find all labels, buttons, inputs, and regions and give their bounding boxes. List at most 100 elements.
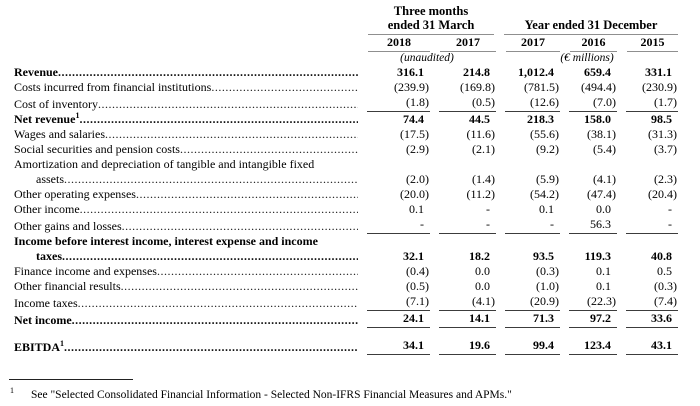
value-cell: (11.2)	[466, 187, 496, 201]
table-row-costs-financial-institutions: Costs incurred from financial institutio…	[0, 80, 678, 95]
value-cell: (7.0)	[593, 95, 617, 109]
row-label-line2: assets	[36, 172, 64, 186]
value-cell: (7.4)	[654, 294, 678, 308]
value-cell: 0.1	[539, 202, 555, 216]
value-cell: 18.2	[469, 249, 491, 263]
value-cell: (55.6)	[530, 127, 560, 141]
value-cell: (0.4)	[406, 264, 429, 278]
row-label: Cost of inventory	[14, 97, 98, 111]
note-header-row: (unaudited) (€ millions)	[0, 52, 678, 65]
row-label: EBITDA1	[14, 340, 65, 354]
value-cell: 218.3	[527, 112, 555, 126]
table-row-other-operating-expenses: Other operating expenses (20.0) (11.2) (…	[0, 187, 678, 202]
table-row-other-income: Other income 0.1 - 0.1 0.0 -	[0, 202, 678, 217]
value-cell: (494.4)	[581, 80, 617, 94]
table-row-net-income: Net income 24.1 14.1 71.3 97.2 33.6	[0, 311, 679, 328]
footnote-marker: 1	[10, 386, 14, 395]
value-cell: (1.7)	[654, 95, 678, 109]
value-cell: -	[668, 202, 673, 216]
value-cell: 19.6	[469, 338, 491, 352]
row-label: Income taxes	[14, 296, 78, 310]
value-cell: (2.1)	[472, 142, 496, 156]
table-row-revenue: Revenue 316.1 214.8 1,012.4 659.4 331.1	[0, 65, 678, 80]
value-cell: 99.4	[533, 338, 555, 352]
column-group-header-row: Three months ended 31 March Year ended 3…	[0, 4, 679, 35]
value-cell: (2.0)	[406, 172, 429, 186]
value-cell: (4.1)	[472, 294, 496, 308]
value-cell: 44.5	[469, 112, 491, 126]
value-cell: 331.1	[645, 65, 673, 79]
value-cell: 24.1	[403, 311, 424, 325]
year-header: 2017	[430, 35, 497, 52]
col-group-label: Year ended 31 December	[524, 18, 658, 32]
dot-leader	[157, 264, 358, 279]
document-page: Three months ended 31 March Year ended 3…	[0, 4, 700, 406]
table-row-cost-of-inventory: Cost of inventory (1.8) (0.5) (12.6) (7.…	[0, 95, 679, 112]
row-label: Finance income and expenses	[14, 264, 157, 278]
table-row-net-revenue: Net revenue1 74.4 44.5 218.3 158.0 98.5	[0, 112, 678, 127]
row-label: Net revenue1	[14, 112, 80, 126]
value-cell: (0.5)	[406, 279, 429, 293]
value-cell: 0.1	[409, 202, 424, 216]
table-row-income-before-taxes: Income before interest income, interest …	[0, 234, 678, 264]
value-cell: -	[668, 217, 673, 231]
value-cell: (9.2)	[536, 142, 560, 156]
value-cell: 93.5	[533, 249, 555, 263]
note-unaudited: (unaudited)	[400, 52, 454, 64]
value-cell: -	[550, 217, 555, 231]
value-cell: 43.1	[651, 338, 673, 352]
value-cell: (11.6)	[466, 127, 496, 141]
year-header: 2015	[617, 35, 679, 52]
row-label: Other gains and losses	[14, 219, 122, 233]
dot-leader	[72, 313, 358, 328]
value-cell: 659.4	[584, 65, 612, 79]
value-cell: (1.8)	[406, 95, 429, 109]
value-cell: 214.8	[463, 65, 491, 79]
dot-leader	[180, 142, 358, 157]
value-cell: (1.4)	[472, 172, 496, 186]
col-group-year-ended: Year ended 31 December	[496, 4, 679, 35]
dot-leader	[80, 202, 358, 217]
value-cell: 119.3	[584, 249, 612, 263]
dot-leader	[58, 65, 358, 80]
value-cell: 0.5	[657, 264, 673, 278]
value-cell: 74.4	[403, 112, 424, 126]
row-label-line1: Amortization and depreciation of tangibl…	[14, 157, 315, 171]
value-cell: 40.8	[651, 249, 673, 263]
footnote-rule	[9, 379, 133, 380]
value-cell: (5.4)	[593, 142, 617, 156]
value-cell: -	[486, 217, 491, 231]
value-cell: 1,012.4	[518, 65, 555, 79]
row-label: Revenue	[14, 65, 58, 79]
year-header-row: 2018 2017 2017 2016 2015	[0, 35, 679, 52]
value-cell: (0.3)	[654, 279, 678, 293]
table-row-other-financial-results: Other financial results (0.5) 0.0 (1.0) …	[0, 279, 678, 294]
row-label-line1: Income before interest income, interest …	[14, 234, 318, 248]
value-cell: (4.1)	[593, 172, 617, 186]
financial-table: Three months ended 31 March Year ended 3…	[0, 4, 679, 355]
dot-leader	[64, 340, 358, 355]
value-cell: (230.9)	[642, 80, 678, 94]
value-cell: (20.0)	[400, 187, 429, 201]
row-label: Other operating expenses	[14, 187, 136, 201]
value-cell: (3.7)	[654, 142, 678, 156]
value-cell: (22.3)	[587, 294, 617, 308]
col-group-label-line2: ended 31 March	[387, 18, 475, 32]
value-cell: (169.8)	[460, 80, 496, 94]
value-cell: 33.6	[651, 311, 673, 325]
note-currency: (€ millions)	[560, 52, 614, 64]
row-label: Social securities and pension costs	[14, 142, 180, 156]
value-cell: (47.4)	[587, 187, 617, 201]
dot-leader	[79, 112, 358, 127]
value-cell: (2.9)	[406, 142, 429, 156]
value-cell: (12.6)	[530, 95, 560, 109]
value-cell: 0.0	[475, 279, 491, 293]
value-cell: 0.1	[596, 264, 612, 278]
value-cell: (7.1)	[406, 294, 429, 308]
value-cell: -	[420, 217, 424, 231]
row-label: Costs incurred from financial institutio…	[14, 80, 212, 94]
value-cell: 0.0	[475, 264, 491, 278]
row-label: Other income	[14, 202, 80, 216]
footnote-text: See "Selected Consolidated Financial Inf…	[31, 388, 512, 401]
value-cell: (781.5)	[524, 80, 560, 94]
